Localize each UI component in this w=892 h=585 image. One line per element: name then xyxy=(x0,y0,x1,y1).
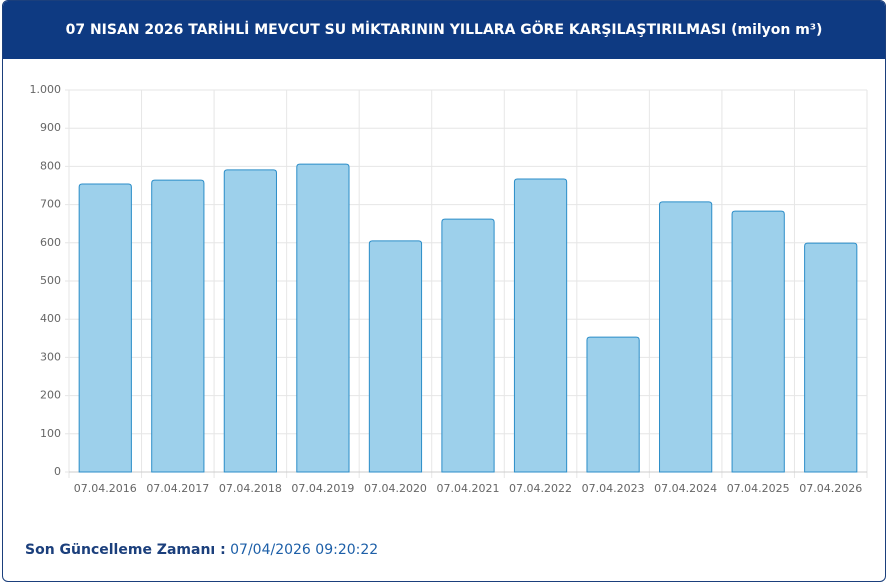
footer-label: Son Güncelleme Zamanı : xyxy=(25,542,226,558)
bar xyxy=(223,169,277,473)
x-tick-label: 07.04.2022 xyxy=(509,482,572,495)
x-tick-label: 07.04.2019 xyxy=(291,482,354,495)
x-tick-label: 07.04.2026 xyxy=(799,482,862,495)
footer-value: 07/04/2026 09:20:22 xyxy=(230,542,379,558)
bar xyxy=(731,210,785,473)
bar xyxy=(296,163,350,473)
x-tick-label: 07.04.2024 xyxy=(654,482,717,495)
footer: Son Güncelleme Zamanı : 07/04/2026 09:20… xyxy=(25,542,378,558)
x-tick-label: 07.04.2017 xyxy=(146,482,209,495)
bar xyxy=(586,336,640,473)
y-tick-label: 400 xyxy=(40,312,61,325)
bar xyxy=(513,178,568,473)
x-tick-label: 07.04.2016 xyxy=(74,482,137,495)
chart-title: 07 NISAN 2026 TARİHLİ MEVCUT SU MİKTARIN… xyxy=(65,22,823,38)
x-tick-label: 07.04.2021 xyxy=(437,482,500,495)
bar xyxy=(804,242,858,473)
y-tick-label: 300 xyxy=(40,350,61,363)
x-tick-label: 07.04.2023 xyxy=(582,482,645,495)
chart: 0 100 200 300 400 500 600 700 800 900 1.000 07.04.2… xyxy=(30,83,868,495)
x-tick-label: 07.04.2025 xyxy=(727,482,790,495)
bar xyxy=(78,183,132,473)
y-tick-label: 800 xyxy=(40,159,61,172)
bar xyxy=(659,201,713,473)
x-tick-label: 07.04.2020 xyxy=(364,482,427,495)
y-tick-label: 200 xyxy=(40,389,61,402)
x-tick-label: 07.04.2018 xyxy=(219,482,282,495)
y-tick-label: 500 xyxy=(40,274,61,287)
bar xyxy=(368,240,423,473)
y-tick-label: 1.000 xyxy=(30,83,62,96)
bar xyxy=(151,179,205,473)
header: 07 NISAN 2026 TARİHLİ MEVCUT SU MİKTARIN… xyxy=(3,1,885,59)
y-tick-label: 0 xyxy=(54,465,61,478)
y-tick-label: 100 xyxy=(40,427,61,440)
y-tick-label: 900 xyxy=(40,121,61,134)
bar xyxy=(441,218,495,473)
y-tick-label: 600 xyxy=(40,236,61,249)
y-tick-label: 700 xyxy=(40,198,61,211)
